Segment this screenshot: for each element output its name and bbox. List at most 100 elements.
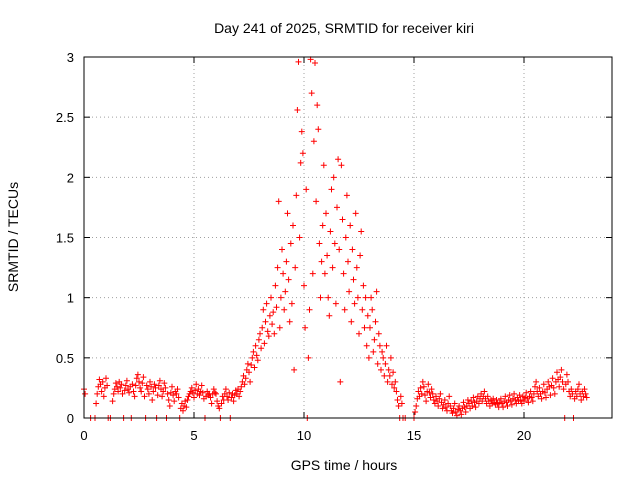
data-point <box>380 354 387 361</box>
data-point <box>327 228 334 235</box>
data-point <box>330 174 337 181</box>
data-point <box>435 402 442 409</box>
data-point <box>161 380 168 387</box>
data-point <box>295 58 302 65</box>
data-point <box>154 392 161 399</box>
data-point <box>422 392 428 399</box>
data-point <box>420 383 427 390</box>
data-point <box>381 372 388 379</box>
data-point <box>527 388 534 395</box>
data-point <box>115 388 122 395</box>
data-point <box>213 390 219 397</box>
data-point <box>273 304 280 311</box>
data-point <box>504 402 511 409</box>
data-point <box>184 396 191 403</box>
data-point <box>249 354 256 361</box>
data-point <box>191 394 197 401</box>
y-tick-label: 1 <box>67 291 74 306</box>
data-point <box>270 309 277 316</box>
data-point <box>523 389 530 396</box>
data-point <box>143 382 150 389</box>
data-point <box>284 210 291 217</box>
data-point <box>276 324 283 331</box>
data-point <box>554 369 560 376</box>
data-point <box>500 404 507 411</box>
data-point <box>368 294 375 301</box>
data-point <box>326 312 333 319</box>
data-point <box>318 258 325 265</box>
data-point <box>271 330 278 337</box>
data-point <box>268 294 274 301</box>
data-point <box>538 395 545 402</box>
data-point <box>309 270 316 277</box>
data-point <box>286 318 293 325</box>
data-point <box>394 396 401 403</box>
data-point <box>581 386 588 393</box>
data-point <box>246 369 252 376</box>
data-point <box>119 390 126 397</box>
data-point <box>430 396 437 403</box>
data-point <box>323 210 329 217</box>
data-point <box>493 396 500 403</box>
data-point <box>578 396 585 403</box>
data-point <box>387 354 394 361</box>
data-point <box>565 378 571 385</box>
data-point <box>413 402 420 409</box>
data-point <box>165 396 172 403</box>
plot-frame <box>83 56 613 419</box>
data-point <box>393 388 400 395</box>
data-point <box>230 398 237 405</box>
data-point <box>425 381 432 388</box>
data-point <box>442 404 449 411</box>
data-point <box>364 312 371 319</box>
data-point <box>218 400 225 407</box>
data-point <box>332 300 339 307</box>
data-point <box>283 258 290 265</box>
data-point <box>362 294 369 301</box>
data-point <box>152 384 159 391</box>
data-point <box>481 388 488 395</box>
data-point <box>210 386 217 393</box>
data-point <box>301 282 307 289</box>
data-point <box>121 387 128 394</box>
data-point <box>354 294 361 301</box>
data-point <box>458 411 465 418</box>
data-point <box>293 192 300 199</box>
data-point <box>574 386 581 393</box>
data-point <box>343 192 350 199</box>
data-point <box>508 401 515 408</box>
data-point <box>149 396 156 403</box>
data-point <box>123 377 130 384</box>
data-point <box>341 306 348 313</box>
data-point <box>257 330 263 337</box>
data-point <box>166 402 173 409</box>
data-point <box>541 389 548 396</box>
data-point <box>557 374 564 381</box>
data-point <box>173 390 180 397</box>
data-point <box>451 400 458 407</box>
data-point <box>449 410 456 417</box>
data-point <box>174 386 181 393</box>
data-point <box>536 384 543 391</box>
data-point <box>392 378 399 385</box>
data-point <box>171 398 178 405</box>
data-point <box>198 382 205 389</box>
data-point <box>346 288 353 295</box>
data-point <box>517 396 524 403</box>
data-point <box>525 399 532 406</box>
data-point <box>469 402 476 409</box>
data-point <box>310 138 317 145</box>
data-point <box>287 240 294 247</box>
data-point <box>162 384 169 391</box>
data-point <box>350 276 357 283</box>
data-point <box>180 407 186 414</box>
data-point <box>183 404 190 411</box>
data-point <box>261 340 268 347</box>
data-point <box>439 405 446 412</box>
data-point <box>134 371 141 378</box>
data-point <box>196 392 203 399</box>
data-point <box>258 345 265 352</box>
data-point <box>110 390 117 397</box>
data-point <box>441 396 448 403</box>
